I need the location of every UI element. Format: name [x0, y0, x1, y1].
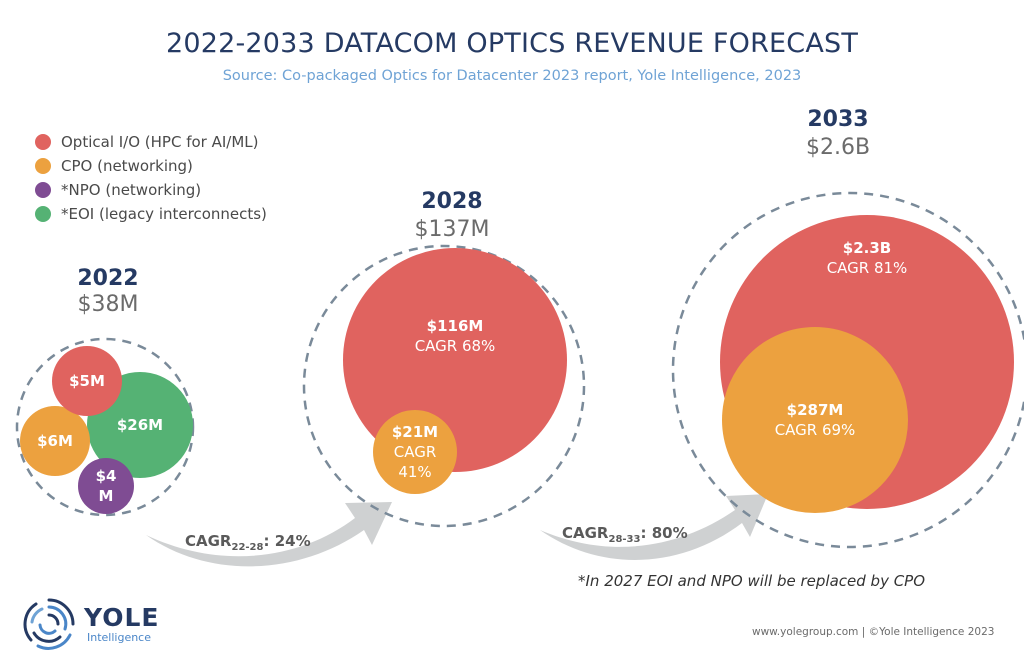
legend-swatch-eoi [35, 206, 51, 222]
legend: Optical I/O (HPC for AI/ML) CPO (network… [35, 130, 267, 226]
year-boundary-2022 [15, 337, 195, 517]
yole-logo: YOLE Intelligence [22, 597, 159, 651]
legend-label: *NPO (networking) [61, 181, 202, 199]
legend-swatch-npo [35, 182, 51, 198]
chart-title: 2022-2033 DATACOM OPTICS REVENUE FORECAS… [165, 28, 859, 59]
bubble-label-2033-optical-io: CAGR 81% [827, 259, 908, 277]
legend-item-optical-io: Optical I/O (HPC for AI/ML) [35, 130, 267, 154]
legend-item-eoi: *EOI (legacy interconnects) [35, 202, 267, 226]
legend-label: *EOI (legacy interconnects) [61, 205, 267, 223]
bubble-label-2022-cpo: $6M [37, 432, 73, 450]
year-label-2028: 2028 [421, 189, 482, 214]
total-label-2028: $137M [415, 217, 490, 242]
legend-item-cpo: CPO (networking) [35, 154, 267, 178]
logo-subtitle: Intelligence [87, 630, 152, 644]
bubble-label-2022-eoi: $26M [117, 416, 163, 434]
bubble-label-2028-cpo: 41% [398, 463, 431, 481]
bubble-label-2028-optical-io: CAGR 68% [415, 337, 496, 355]
bubble-label-2033-optical-io: $2.3B [843, 239, 891, 257]
legend-label: Optical I/O (HPC for AI/ML) [61, 133, 259, 151]
year-boundary-2028 [302, 244, 586, 528]
transition-arrow-28-33 [540, 494, 768, 560]
legend-swatch-optical-io [35, 134, 51, 150]
bubble-label-2028-cpo: CAGR [394, 443, 437, 461]
logo-name: YOLE [84, 602, 160, 632]
copyright-text: www.yolegroup.com | ©Yole Intelligence 2… [752, 626, 995, 638]
total-label-2033: $2.6B [806, 135, 870, 160]
bubble-2022-npo [78, 458, 134, 514]
bubble-label-2022-optical-io: $5M [69, 372, 105, 390]
footnote: *In 2027 EOI and NPO will be replaced by… [578, 572, 926, 590]
bubble-label-2033-cpo: $287M [787, 401, 844, 419]
bubble-label-2022-npo: M [99, 487, 114, 505]
year-label-2033: 2033 [807, 107, 868, 132]
bubble-label-2033-cpo: CAGR 69% [775, 421, 856, 439]
legend-item-npo: *NPO (networking) [35, 178, 267, 202]
bubble-label-2028-cpo: $21M [392, 423, 438, 441]
chart-subtitle: Source: Co-packaged Optics for Datacente… [222, 68, 802, 84]
year-boundary-2033 [671, 191, 1024, 549]
total-label-2022: $38M [78, 292, 139, 317]
bubble-2022-optical-io [52, 346, 122, 416]
bubble-label-2028-optical-io: $116M [427, 317, 484, 335]
yole-logo-icon [23, 598, 75, 650]
bubble-label-2022-npo: $4 [96, 467, 117, 485]
transition-label-28-33: CAGR28-33: 80% [562, 524, 688, 545]
bubble-2033-cpo [722, 327, 908, 513]
bubble-2022-cpo [20, 406, 90, 476]
bubble-2028-cpo [373, 410, 457, 494]
legend-label: CPO (networking) [61, 157, 193, 175]
year-label-2022: 2022 [77, 266, 138, 291]
transition-label-22-28: CAGR22-28: 24% [185, 532, 311, 553]
legend-swatch-cpo [35, 158, 51, 174]
transition-arrow-22-28 [146, 502, 392, 567]
